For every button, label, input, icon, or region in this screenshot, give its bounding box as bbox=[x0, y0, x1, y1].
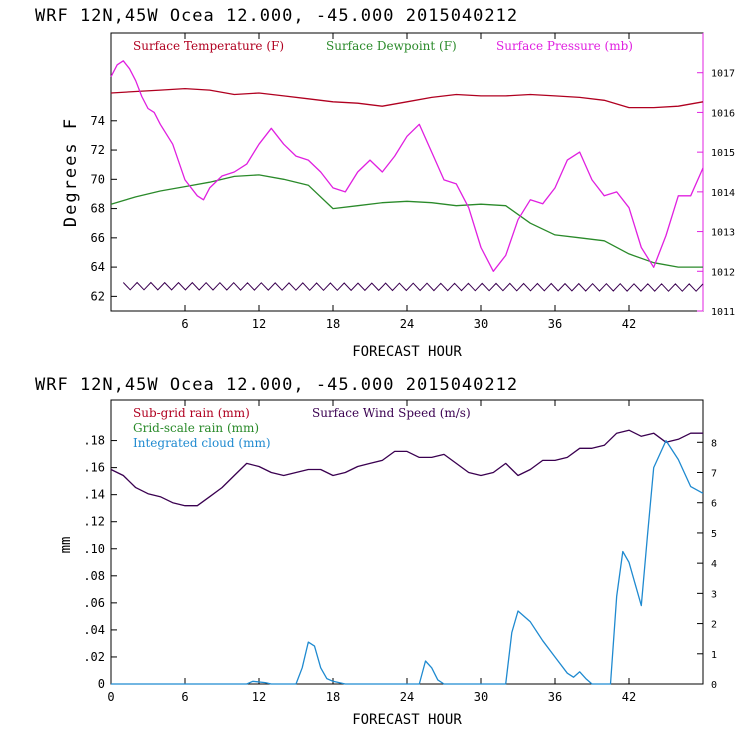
x-tick-label: 30 bbox=[474, 317, 488, 331]
y-tick-label: .06 bbox=[83, 596, 105, 610]
x-tick-label: 24 bbox=[400, 690, 414, 704]
y2-tick-label: 0 bbox=[711, 680, 717, 691]
y2-tick-label: 1015 bbox=[711, 148, 735, 159]
x-tick-label: 18 bbox=[326, 317, 340, 331]
y2-tick-label: 8 bbox=[711, 438, 717, 449]
x-tick-label: 24 bbox=[400, 317, 414, 331]
y-tick-label: .18 bbox=[83, 434, 105, 448]
chart2-legend-grid: Grid-scale rain (mm) bbox=[133, 421, 259, 435]
chart2-header: WRF 12N,45W Ocea 12.000, -45.000 2015040… bbox=[35, 375, 518, 395]
y2-tick-label: 1012 bbox=[711, 267, 735, 278]
y-tick-label: .10 bbox=[83, 542, 105, 556]
series-surface-wind-speed-m-s bbox=[110, 429, 703, 507]
series-surface-dewpoint-f bbox=[110, 174, 703, 268]
x-tick-label: 12 bbox=[252, 317, 266, 331]
y2-tick-label: 7 bbox=[711, 469, 717, 480]
y-tick-label: .04 bbox=[83, 623, 105, 637]
chart1-legend-temperature: Surface Temperature (F) bbox=[133, 39, 284, 53]
series-surface-temperature-f bbox=[110, 87, 704, 109]
precipitation-chart: WRF 12N,45W Ocea 12.000, -45.000 2015040… bbox=[35, 375, 717, 728]
x-tick-label: 42 bbox=[622, 690, 636, 704]
y2-tick-label: 6 bbox=[711, 499, 717, 510]
temperature-chart: WRF 12N,45W Ocea 12.000, -45.000 2015040… bbox=[35, 6, 735, 360]
y2-tick-label: 1014 bbox=[711, 188, 735, 199]
y2-tick-label: 4 bbox=[711, 559, 717, 570]
chart2-legend-wind: Surface Wind Speed (m/s) bbox=[312, 406, 471, 420]
y-tick-label: 74 bbox=[91, 114, 105, 128]
x-tick-label: 36 bbox=[548, 690, 562, 704]
chart1-xlabel: FORECAST HOUR bbox=[352, 344, 462, 360]
y2-tick-label: 2 bbox=[711, 620, 717, 631]
chart1-legend-pressure: Surface Pressure (mb) bbox=[496, 39, 633, 53]
x-tick-label: 6 bbox=[181, 317, 188, 331]
y2-tick-label: 5 bbox=[711, 529, 717, 540]
chart1-ylabel: Degrees F bbox=[61, 117, 81, 227]
y-tick-label: .14 bbox=[83, 488, 105, 502]
chart2-legend-cloud: Integrated cloud (mm) bbox=[133, 436, 271, 450]
y-tick-label: 68 bbox=[91, 202, 105, 216]
chart2-legend-subgrid: Sub-grid rain (mm) bbox=[133, 406, 250, 420]
y-tick-label: .16 bbox=[83, 461, 105, 475]
y2-tick-label: 1016 bbox=[711, 108, 735, 119]
x-tick-label: 0 bbox=[107, 690, 114, 704]
chart2-xlabel: FORECAST HOUR bbox=[352, 712, 462, 728]
x-tick-label: 6 bbox=[181, 690, 188, 704]
y-tick-label: 64 bbox=[91, 260, 105, 274]
x-tick-label: 18 bbox=[326, 690, 340, 704]
y2-tick-label: 1017 bbox=[711, 69, 735, 80]
y-tick-label: 72 bbox=[91, 143, 105, 157]
chart1-frame bbox=[110, 32, 704, 312]
y-tick-label: 70 bbox=[91, 172, 105, 186]
y-tick-label: 62 bbox=[91, 289, 105, 303]
series-integrated-cloud-mm bbox=[111, 439, 704, 685]
x-tick-label: 42 bbox=[622, 317, 636, 331]
chart1-legend-dewpoint: Surface Dewpoint (F) bbox=[326, 39, 457, 53]
y-tick-label: 0 bbox=[98, 677, 105, 691]
y-tick-label: 66 bbox=[91, 231, 105, 245]
x-tick-label: 12 bbox=[252, 690, 266, 704]
y-tick-label: .08 bbox=[83, 569, 105, 583]
series-surface-wind-speed-m-s bbox=[122, 281, 704, 292]
y2-tick-label: 1013 bbox=[711, 228, 735, 239]
y2-tick-label: 1 bbox=[711, 650, 717, 661]
y-tick-label: .02 bbox=[83, 650, 105, 664]
series-surface-pressure-mb bbox=[110, 60, 704, 272]
y2-tick-label: 1011 bbox=[711, 307, 735, 318]
chart2-ylabel: mm bbox=[58, 537, 74, 554]
y2-tick-label: 3 bbox=[711, 589, 717, 600]
x-tick-label: 30 bbox=[474, 690, 488, 704]
y-tick-label: .12 bbox=[83, 515, 105, 529]
x-tick-label: 36 bbox=[548, 317, 562, 331]
chart1-header: WRF 12N,45W Ocea 12.000, -45.000 2015040… bbox=[35, 6, 518, 26]
